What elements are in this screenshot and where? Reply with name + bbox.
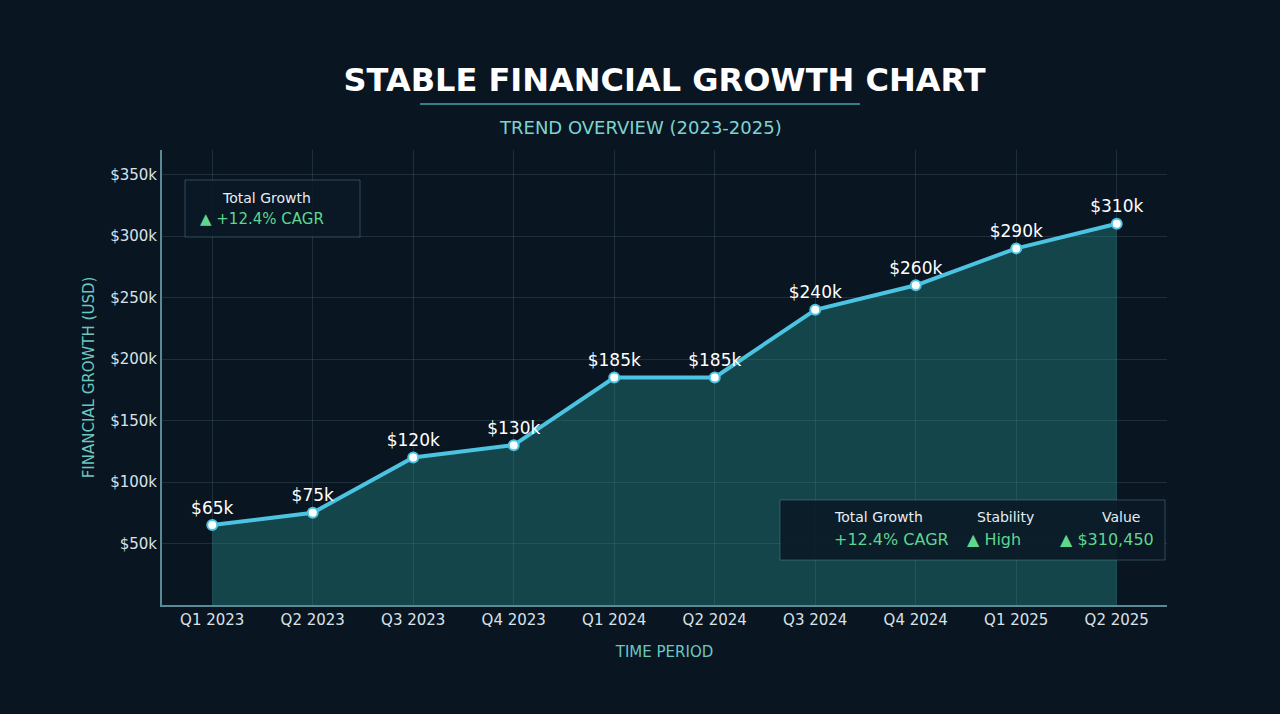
svg-text:Q1 2024: Q1 2024 (582, 611, 646, 629)
svg-text:Q2 2025: Q2 2025 (1085, 611, 1149, 629)
svg-text:$150k: $150k (110, 412, 157, 430)
svg-text:Q1 2025: Q1 2025 (984, 611, 1048, 629)
svg-text:Q4 2024: Q4 2024 (884, 611, 948, 629)
svg-text:$250k: $250k (110, 289, 157, 307)
svg-text:$130k: $130k (487, 418, 540, 438)
svg-text:▲ $310,450: ▲ $310,450 (1060, 530, 1154, 549)
svg-text:Value: Value (1102, 509, 1140, 525)
svg-text:$240k: $240k (789, 282, 842, 302)
svg-text:Q2 2023: Q2 2023 (281, 611, 345, 629)
svg-text:$120k: $120k (387, 430, 440, 450)
svg-text:Q3 2023: Q3 2023 (381, 611, 445, 629)
svg-text:Q1 2023: Q1 2023 (180, 611, 244, 629)
svg-text:Q4 2023: Q4 2023 (482, 611, 546, 629)
svg-text:$350k: $350k (110, 166, 157, 184)
svg-text:Q2 2024: Q2 2024 (683, 611, 747, 629)
svg-text:$290k: $290k (990, 221, 1043, 241)
svg-text:TREND OVERVIEW (2023-2025): TREND OVERVIEW (2023-2025) (499, 117, 782, 138)
svg-text:STABLE FINANCIAL GROWTH CHART: STABLE FINANCIAL GROWTH CHART (344, 61, 986, 99)
svg-text:$50k: $50k (120, 535, 158, 553)
svg-text:TIME PERIOD: TIME PERIOD (615, 643, 714, 661)
svg-text:Stability: Stability (977, 509, 1034, 525)
svg-text:$65k: $65k (191, 498, 233, 518)
svg-text:$185k: $185k (588, 350, 641, 370)
svg-text:+12.4% CAGR: +12.4% CAGR (834, 530, 949, 549)
svg-text:$75k: $75k (292, 485, 334, 505)
svg-text:$100k: $100k (110, 473, 157, 491)
svg-text:$310k: $310k (1090, 196, 1143, 216)
svg-text:Total Growth: Total Growth (222, 190, 311, 206)
svg-text:$300k: $300k (110, 227, 157, 245)
svg-text:$200k: $200k (110, 350, 157, 368)
svg-text:Total Growth: Total Growth (834, 509, 923, 525)
svg-text:$260k: $260k (889, 258, 942, 278)
svg-text:▲ High: ▲ High (967, 530, 1021, 549)
svg-text:$185k: $185k (688, 350, 741, 370)
svg-text:FINANCIAL GROWTH (USD): FINANCIAL GROWTH (USD) (80, 277, 98, 479)
svg-text:▲ +12.4% CAGR: ▲ +12.4% CAGR (200, 210, 324, 228)
svg-text:Q3 2024: Q3 2024 (783, 611, 847, 629)
